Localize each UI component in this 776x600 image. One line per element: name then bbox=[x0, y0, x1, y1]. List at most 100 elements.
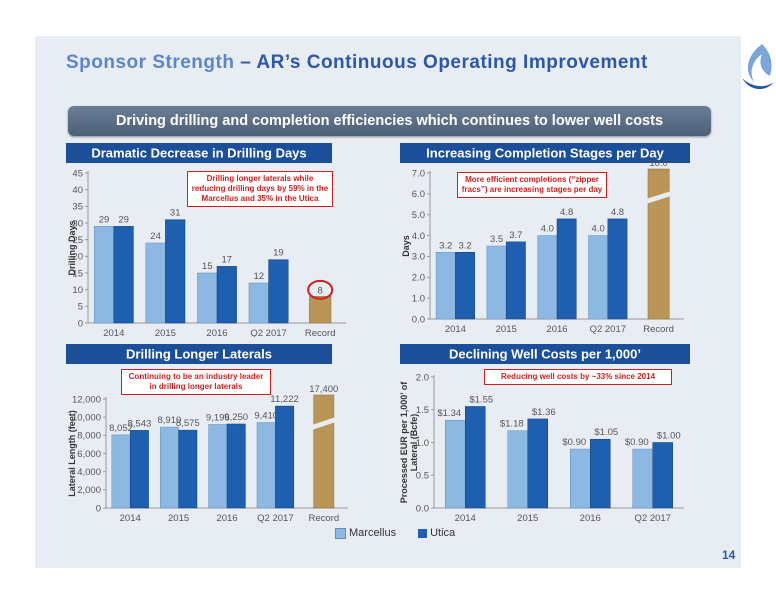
chart-title: Dramatic Decrease in Drilling Days bbox=[91, 146, 306, 161]
bar-marcellus bbox=[145, 242, 166, 324]
y-tick-label: 6,000 bbox=[77, 449, 101, 460]
legend-item-marcellus: Marcellus bbox=[335, 527, 396, 539]
bar-record bbox=[647, 168, 670, 320]
headline-banner: Driving drilling and completion efficien… bbox=[68, 106, 711, 136]
y-tick-label: 2,000 bbox=[77, 485, 101, 496]
x-tick-label: 2015 bbox=[155, 328, 176, 337]
data-label-utica: 3.2 bbox=[458, 240, 471, 251]
x-tick-label: Record bbox=[305, 328, 336, 337]
y-axis-label: Days bbox=[401, 235, 411, 257]
data-label-utica: 4.8 bbox=[560, 207, 573, 218]
chart-svg: Drilling Longer Laterals 0 2,000 4,000 6,000… bbox=[66, 344, 348, 524]
x-tick-label: 2015 bbox=[517, 513, 538, 524]
x-tick-label: 2016 bbox=[216, 513, 237, 524]
data-label-utica: $1.00 bbox=[657, 431, 681, 442]
y-tick-label: 7.0 bbox=[412, 168, 425, 179]
chart-svg: Dramatic Decrease in Drilling Days 0 5 10 15… bbox=[66, 143, 346, 337]
bar-utica bbox=[178, 429, 198, 509]
bar-utica bbox=[465, 406, 486, 509]
y-axis-label: Processed EUR per 1,000’ ofLateral (Bcfe… bbox=[400, 381, 419, 504]
y-axis-label: Drilling Days bbox=[67, 220, 77, 275]
bar-marcellus bbox=[248, 282, 269, 324]
y-tick-label: 1.0 bbox=[412, 293, 425, 304]
x-tick-label: 2016 bbox=[206, 328, 227, 337]
bar-marcellus bbox=[445, 419, 466, 509]
bar-marcellus bbox=[537, 235, 558, 320]
y-tick-label: 0.5 bbox=[416, 471, 429, 482]
bar-marcellus bbox=[197, 272, 218, 324]
data-label-marcellus: 15 bbox=[202, 261, 213, 272]
data-label-utica: 11,222 bbox=[270, 394, 298, 405]
data-label-marcellus: 8,052 bbox=[109, 423, 133, 434]
y-axis-label-line: Lateral (Bcfe) bbox=[409, 414, 419, 472]
bar-marcellus bbox=[208, 424, 228, 509]
chart-completion-stages: Increasing Completion Stages per Day 0.0 1… bbox=[400, 143, 690, 337]
y-tick-label: 20 bbox=[72, 252, 83, 263]
x-tick-label: Q2 2017 bbox=[635, 513, 671, 524]
y-tick-label: 3.0 bbox=[412, 252, 425, 263]
y-tick-label: 1.0 bbox=[416, 438, 429, 449]
x-tick-label: 2015 bbox=[168, 513, 189, 524]
y-tick-label: 4,000 bbox=[77, 467, 101, 478]
x-tick-label: 2014 bbox=[120, 513, 141, 524]
flame-logo-icon bbox=[742, 44, 774, 90]
y-tick-label: 4.0 bbox=[412, 231, 425, 242]
data-label-utica: $1.36 bbox=[532, 407, 556, 418]
chart-svg: Declining Well Costs per 1,000’ 0.0 0.5 1.0… bbox=[400, 344, 690, 524]
data-label-marcellus: 9,196 bbox=[206, 412, 230, 423]
data-label-marcellus: 9,410 bbox=[254, 411, 278, 422]
y-tick-label: 10,000 bbox=[72, 412, 101, 423]
data-label-marcellus: $1.34 bbox=[437, 408, 461, 419]
record-highlight-circle bbox=[307, 279, 334, 300]
data-label-marcellus: 4.0 bbox=[592, 224, 605, 235]
data-label-record: 8 bbox=[318, 285, 323, 296]
data-label-utica: $1.55 bbox=[469, 394, 493, 405]
data-label-record: 17,400 bbox=[309, 384, 338, 395]
title-prefix: Sponsor Strength bbox=[66, 52, 235, 73]
data-label-utica: 9,250 bbox=[224, 412, 248, 423]
y-tick-label: 5.0 bbox=[412, 210, 425, 221]
callout-lateral-length: Continuing to be an industry leader in d… bbox=[121, 369, 271, 395]
x-tick-label: 2014 bbox=[455, 513, 476, 524]
data-label-marcellus: 4.0 bbox=[541, 224, 554, 235]
data-label-utica: 8,543 bbox=[128, 418, 152, 429]
y-tick-label: 2.0 bbox=[412, 273, 425, 284]
y-axis-label: Lateral Length (feet) bbox=[67, 410, 77, 497]
bar-record bbox=[313, 394, 335, 509]
data-label-utica: 19 bbox=[273, 248, 284, 259]
y-axis-label-line: Processed EUR per 1,000’ of bbox=[400, 381, 409, 504]
y-tick-label: 15 bbox=[72, 268, 83, 279]
bar-marcellus bbox=[588, 235, 609, 320]
bar-utica bbox=[113, 226, 134, 324]
bar-marcellus bbox=[486, 245, 507, 320]
callout-drilling-days: Drilling longer laterals while reducing … bbox=[187, 171, 333, 207]
x-tick-label: 2015 bbox=[496, 324, 517, 335]
y-tick-label: 1.5 bbox=[416, 405, 429, 416]
y-tick-label: 30 bbox=[72, 218, 83, 229]
x-tick-label: 2014 bbox=[103, 328, 124, 337]
y-tick-label: 35 bbox=[72, 202, 83, 213]
data-label-marcellus: 24 bbox=[150, 231, 161, 242]
x-tick-label: Q2 2017 bbox=[590, 324, 626, 335]
bar-marcellus bbox=[111, 434, 131, 509]
data-label-utica: $1.05 bbox=[594, 427, 618, 438]
bar-utica bbox=[527, 418, 548, 509]
y-tick-label: 12,000 bbox=[72, 394, 101, 405]
x-tick-label: Q2 2017 bbox=[257, 513, 293, 524]
chart-header-bar bbox=[400, 344, 690, 364]
data-label-marcellus: 3.2 bbox=[439, 240, 452, 251]
legend-item-utica: Utica bbox=[418, 527, 455, 539]
page-title: Sponsor Strength – AR’s Continuous Opera… bbox=[66, 52, 666, 74]
legend-label-marcellus: Marcellus bbox=[349, 527, 397, 539]
data-label-record: 10.0 bbox=[649, 158, 668, 169]
chart-well-costs: Declining Well Costs per 1,000’ 0.0 0.5 1.0… bbox=[400, 344, 690, 538]
data-label-marcellus: $0.90 bbox=[562, 437, 586, 448]
y-tick-label: 0.0 bbox=[412, 314, 425, 325]
y-tick-label: 0.0 bbox=[416, 503, 429, 514]
bar-utica bbox=[590, 438, 611, 509]
x-tick-label: Q2 2017 bbox=[250, 328, 286, 337]
bar-utica bbox=[455, 252, 475, 320]
x-tick-label: Record bbox=[643, 324, 674, 335]
legend-swatch-utica bbox=[418, 528, 428, 538]
x-tick-label: Record bbox=[308, 513, 339, 524]
